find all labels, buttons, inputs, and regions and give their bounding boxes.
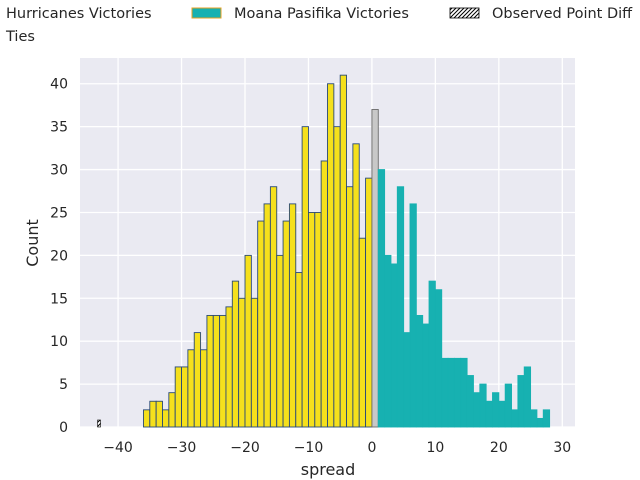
bar-moana-pasifika-victories (403, 332, 411, 428)
bar-hurricanes-victories (295, 272, 303, 428)
bar-hurricanes-victories (314, 212, 322, 428)
y-tick-label: 5 (59, 377, 68, 393)
bar-moana-pasifika-victories (466, 375, 474, 428)
legend: Hurricanes Victories Moana Pasifika Vict… (5, 6, 633, 45)
observed-point-diff-marker (97, 419, 101, 428)
bar-hurricanes-victories (320, 160, 328, 428)
bar-moana-pasifika-victories (460, 357, 468, 428)
bar-moana-pasifika-victories (422, 323, 430, 428)
bar-moana-pasifika-victories (511, 409, 519, 428)
legend-label-ties: Ties (5, 29, 35, 45)
bar-moana-pasifika-victories (517, 375, 525, 428)
bar-moana-pasifika-victories (485, 400, 493, 428)
y-tick-label: 35 (50, 120, 68, 136)
bar-hurricanes-victories (276, 254, 284, 428)
bar-moana-pasifika-victories (434, 289, 443, 428)
bar-hurricanes-victories (174, 366, 182, 428)
bar-hurricanes-victories (257, 220, 265, 428)
bar-hurricanes-victories (149, 400, 157, 428)
y-tick-label: 40 (50, 77, 68, 93)
legend-swatch-observed-point-diff (449, 7, 480, 19)
bar-hurricanes-victories (250, 297, 259, 428)
bar-moana-pasifika-victories (504, 383, 512, 428)
bar-hurricanes-victories (193, 332, 202, 428)
bar-hurricanes-victories (244, 254, 252, 428)
bar-ties (371, 109, 379, 428)
x-tick-label: −40 (103, 440, 133, 456)
bar-hurricanes-victories (206, 314, 214, 428)
bar-hurricanes-victories (200, 349, 208, 428)
y-tick-label: 0 (59, 420, 68, 436)
bar-moana-pasifika-victories (415, 314, 424, 428)
x-tick-label: 20 (490, 440, 508, 456)
x-tick-label: 10 (426, 440, 444, 456)
bar-moana-pasifika-victories (542, 409, 551, 428)
bar-hurricanes-victories (231, 280, 240, 428)
y-tick-label: 25 (50, 205, 68, 221)
bar-moana-pasifika-victories (428, 280, 436, 428)
bar-hurricanes-victories (352, 143, 360, 428)
x-axis-ticks: −40 −30 −20 −10 0 10 20 30 (103, 440, 571, 456)
x-tick-label: −30 (167, 440, 197, 456)
y-axis-ticks: 0 5 10 15 20 25 30 35 40 (50, 77, 68, 436)
bar-hurricanes-victories (263, 203, 271, 428)
y-tick-label: 20 (50, 248, 68, 264)
bar-hurricanes-victories (327, 83, 335, 428)
bar-moana-pasifika-victories (409, 203, 417, 428)
bar-hurricanes-victories (212, 314, 221, 428)
legend-label-observed-point-diff: Observed Point Diff (492, 6, 633, 22)
y-tick-label: 10 (50, 334, 68, 350)
bar-hurricanes-victories (187, 349, 195, 428)
bar-moana-pasifika-victories (479, 383, 487, 428)
x-tick-label: −20 (230, 440, 260, 456)
bar-hurricanes-victories (238, 297, 246, 428)
bar-moana-pasifika-victories (441, 357, 449, 428)
bar-hurricanes-victories (282, 220, 290, 428)
bar-hurricanes-victories (301, 126, 309, 428)
bar-hurricanes-victories (365, 177, 373, 428)
bar-hurricanes-victories (358, 237, 367, 428)
bar-moana-pasifika-victories (396, 186, 405, 428)
x-axis-label: spread (301, 460, 356, 479)
bar-hurricanes-victories (346, 186, 354, 428)
bar-moana-pasifika-victories (390, 263, 398, 428)
bar-hurricanes-victories (339, 74, 347, 428)
bar-hurricanes-victories (269, 186, 278, 428)
bar-moana-pasifika-victories (530, 409, 538, 428)
y-tick-label: 15 (50, 291, 68, 307)
bar-moana-pasifika-victories (473, 392, 481, 428)
bar-hurricanes-victories (168, 392, 176, 428)
bar-hurricanes-victories (143, 409, 151, 428)
bar-moana-pasifika-victories (492, 392, 500, 428)
x-tick-label: −10 (294, 440, 324, 456)
bar-hurricanes-victories (181, 366, 189, 428)
bar-moana-pasifika-victories (377, 169, 386, 428)
bar-hurricanes-victories (155, 400, 163, 428)
bar-moana-pasifika-victories (536, 417, 544, 428)
bar-hurricanes-victories (288, 203, 297, 428)
bar-hurricanes-victories (308, 212, 316, 428)
histogram-bars (143, 74, 551, 428)
x-tick-label: 0 (367, 440, 376, 456)
bar-moana-pasifika-victories (447, 357, 455, 428)
legend-label-moana-pasifika-victories: Moana Pasifika Victories (234, 6, 409, 22)
bar-moana-pasifika-victories (498, 400, 506, 428)
bar-moana-pasifika-victories (384, 254, 392, 428)
x-tick-label: 30 (553, 440, 571, 456)
bar-hurricanes-victories (219, 314, 227, 428)
y-tick-label: 30 (50, 163, 68, 179)
legend-swatch-moana-pasifika-victories (191, 7, 222, 19)
bar-hurricanes-victories (162, 409, 170, 428)
observed-point-diff-bar (97, 419, 101, 428)
legend-label-hurricanes-victories: Hurricanes Victories (6, 6, 152, 22)
y-axis-label: Count (23, 219, 42, 267)
bar-hurricanes-victories (225, 306, 233, 428)
bar-hurricanes-victories (333, 126, 341, 428)
bar-moana-pasifika-victories (523, 366, 532, 428)
bar-moana-pasifika-victories (453, 357, 462, 428)
